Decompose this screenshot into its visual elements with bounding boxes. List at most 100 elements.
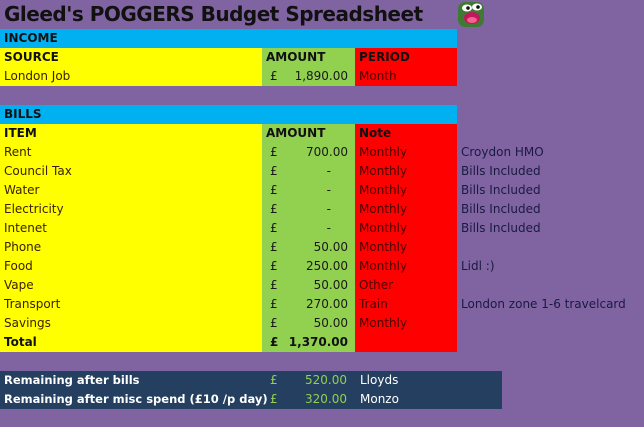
col-source-header[interactable]: SOURCE bbox=[0, 48, 262, 67]
sheet-title: Gleed's POGGERS Budget Spreadsheet bbox=[4, 2, 423, 26]
bill-period[interactable]: Train bbox=[355, 295, 457, 314]
bill-period[interactable]: Monthly bbox=[355, 257, 457, 276]
currency: £ bbox=[270, 145, 278, 159]
col-note-header[interactable]: Note bbox=[355, 124, 457, 143]
bill-row: Council Tax £ - Monthly Bills Included bbox=[0, 162, 644, 181]
bill-item[interactable]: Food bbox=[0, 257, 262, 276]
total-amount: 1,370.00 bbox=[288, 335, 348, 349]
currency: £ bbox=[270, 202, 278, 216]
col-amount-header[interactable]: AMOUNT bbox=[262, 124, 355, 143]
bill-row: Transport £270.00 Train London zone 1-6 … bbox=[0, 295, 644, 314]
summary-amount: 520.00 bbox=[305, 373, 347, 387]
bill-amount-cell[interactable]: £700.00 bbox=[262, 143, 355, 162]
currency: £ bbox=[270, 164, 278, 178]
bill-period[interactable]: Other bbox=[355, 276, 457, 295]
bill-amount: 250.00 bbox=[306, 259, 348, 273]
bill-note[interactable] bbox=[457, 276, 644, 295]
bill-row: Electricity £ - Monthly Bills Included bbox=[0, 200, 644, 219]
bill-note[interactable]: Bills Included bbox=[461, 183, 541, 197]
col-period-header[interactable]: PERIOD bbox=[355, 48, 457, 67]
col-amount-header[interactable]: AMOUNT bbox=[262, 48, 355, 67]
bill-note[interactable]: Lidl :) bbox=[461, 259, 495, 273]
summary-row[interactable]: Remaining after misc spend (£10 /p day) … bbox=[0, 390, 502, 409]
currency: £ bbox=[270, 373, 278, 387]
bill-item[interactable]: Intenet bbox=[0, 219, 262, 238]
summary-label: Remaining after misc spend (£10 /p day) bbox=[4, 392, 268, 406]
bill-amount-cell[interactable]: £270.00 bbox=[262, 295, 355, 314]
summary-bank: Monzo bbox=[360, 392, 399, 406]
bill-note[interactable]: Croydon HMO bbox=[461, 145, 544, 159]
bill-amount: - bbox=[326, 221, 331, 235]
bill-row: Intenet £ - Monthly Bills Included bbox=[0, 219, 644, 238]
bill-note[interactable]: Bills Included bbox=[461, 202, 541, 216]
bill-amount: 50.00 bbox=[313, 316, 348, 330]
bills-total-row: Total £1,370.00 bbox=[0, 333, 644, 352]
income-section-header: INCOME bbox=[0, 29, 457, 48]
bill-note[interactable] bbox=[457, 238, 644, 257]
bill-item[interactable]: Phone bbox=[0, 238, 262, 257]
income-source[interactable]: London Job bbox=[0, 67, 262, 86]
bill-amount-cell[interactable]: £ - bbox=[262, 219, 355, 238]
currency: £ bbox=[270, 335, 279, 349]
summary-bank: Lloyds bbox=[360, 373, 399, 387]
bill-row: Water £ - Monthly Bills Included bbox=[0, 181, 644, 200]
bill-item[interactable]: Transport bbox=[0, 295, 262, 314]
income-amount: 1,890.00 bbox=[294, 69, 348, 83]
bill-note[interactable]: Bills Included bbox=[461, 221, 541, 235]
bill-row: Vape £50.00 Other bbox=[0, 276, 644, 295]
pepe-poggers-icon bbox=[457, 0, 487, 28]
currency: £ bbox=[270, 316, 278, 330]
bill-item[interactable]: Water bbox=[0, 181, 262, 200]
bill-item[interactable]: Rent bbox=[0, 143, 262, 162]
bill-period[interactable]: Monthly bbox=[355, 143, 457, 162]
income-header-row: SOURCE AMOUNT PERIOD bbox=[0, 48, 644, 67]
total-label[interactable]: Total bbox=[0, 333, 262, 352]
bill-period[interactable]: Monthly bbox=[355, 181, 457, 200]
bill-amount: 50.00 bbox=[313, 240, 348, 254]
bill-amount-cell[interactable]: £50.00 bbox=[262, 238, 355, 257]
bill-period[interactable]: Monthly bbox=[355, 314, 457, 333]
bill-item[interactable]: Savings bbox=[0, 314, 262, 333]
bill-period[interactable]: Monthly bbox=[355, 238, 457, 257]
bills-header-row: ITEM AMOUNT Note bbox=[0, 124, 644, 143]
col-item-header[interactable]: ITEM bbox=[0, 124, 262, 143]
bill-amount-cell[interactable]: £50.00 bbox=[262, 314, 355, 333]
bill-amount-cell[interactable]: £ - bbox=[262, 162, 355, 181]
currency: £ bbox=[270, 69, 278, 83]
currency: £ bbox=[270, 183, 278, 197]
total-amount-cell[interactable]: £1,370.00 bbox=[262, 333, 355, 352]
bill-item[interactable]: Electricity bbox=[0, 200, 262, 219]
bill-period[interactable]: Monthly bbox=[355, 219, 457, 238]
total-period[interactable] bbox=[355, 333, 457, 352]
bill-amount-cell[interactable]: £250.00 bbox=[262, 257, 355, 276]
summary-amount: 320.00 bbox=[305, 392, 347, 406]
bill-row: Food £250.00 Monthly Lidl :) bbox=[0, 257, 644, 276]
currency: £ bbox=[270, 240, 278, 254]
bill-amount-cell[interactable]: £ - bbox=[262, 200, 355, 219]
currency: £ bbox=[270, 259, 278, 273]
bill-amount: - bbox=[326, 202, 331, 216]
bill-period[interactable]: Monthly bbox=[355, 162, 457, 181]
bill-amount: 50.00 bbox=[313, 278, 348, 292]
bill-item[interactable]: Council Tax bbox=[0, 162, 262, 181]
bill-amount-cell[interactable]: £ - bbox=[262, 181, 355, 200]
bill-note[interactable]: London zone 1-6 travelcard bbox=[461, 297, 626, 311]
bill-row: Rent £700.00 Monthly Croydon HMO bbox=[0, 143, 644, 162]
summary-row[interactable]: Remaining after bills £ 520.00 Lloyds bbox=[0, 371, 502, 390]
currency: £ bbox=[270, 392, 278, 406]
bill-item[interactable]: Vape bbox=[0, 276, 262, 295]
currency: £ bbox=[270, 221, 278, 235]
bill-row: Phone £50.00 Monthly bbox=[0, 238, 644, 257]
bill-amount: - bbox=[326, 183, 331, 197]
summary-label: Remaining after bills bbox=[4, 373, 140, 387]
bill-row: Savings £50.00 Monthly bbox=[0, 314, 644, 333]
bill-amount: 270.00 bbox=[306, 297, 348, 311]
bill-note[interactable]: Bills Included bbox=[461, 164, 541, 178]
income-amount-cell[interactable]: £1,890.00 bbox=[262, 67, 355, 86]
bill-amount-cell[interactable]: £50.00 bbox=[262, 276, 355, 295]
bill-period[interactable]: Monthly bbox=[355, 200, 457, 219]
income-period[interactable]: Month bbox=[355, 67, 457, 86]
bills-section-header: BILLS bbox=[0, 105, 457, 124]
bill-note[interactable] bbox=[457, 314, 644, 333]
summary-panel: Remaining after bills £ 520.00 Lloyds Re… bbox=[0, 371, 502, 409]
